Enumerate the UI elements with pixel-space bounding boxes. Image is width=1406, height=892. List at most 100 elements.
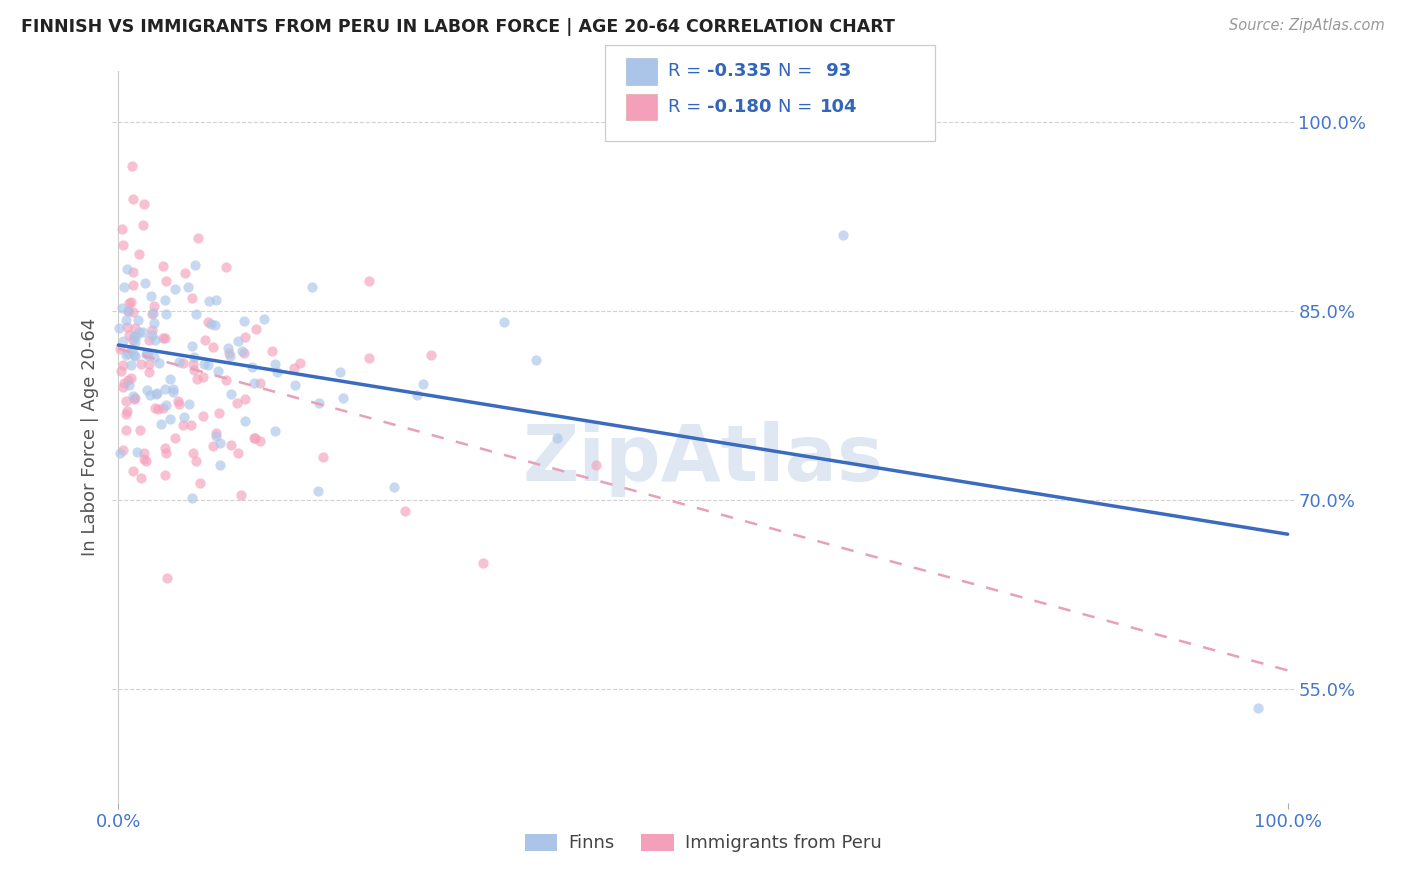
Point — [193, 357, 215, 371]
Point — [138, 357, 160, 371]
Point — [209, 458, 232, 472]
Point — [208, 406, 231, 420]
Point — [121, 159, 143, 173]
Point — [117, 373, 139, 387]
Point — [135, 347, 157, 361]
Point — [172, 418, 194, 433]
Text: N =: N = — [778, 62, 817, 80]
Point — [129, 471, 152, 485]
Point — [122, 329, 145, 343]
Text: 93: 93 — [820, 62, 851, 80]
Point — [526, 352, 548, 367]
Point — [135, 454, 157, 468]
Point — [111, 358, 134, 372]
Point — [124, 349, 146, 363]
Point — [138, 334, 160, 348]
Point — [183, 363, 205, 377]
Point — [143, 333, 166, 347]
Point — [112, 334, 135, 348]
Point — [832, 228, 855, 243]
Point — [165, 431, 187, 445]
Point — [127, 313, 149, 327]
Point — [122, 333, 145, 347]
Point — [122, 348, 145, 362]
Point — [205, 426, 228, 441]
Point — [260, 343, 283, 358]
Point — [253, 311, 276, 326]
Point — [121, 265, 143, 279]
Point — [124, 328, 146, 343]
Point — [138, 365, 160, 379]
Point — [288, 356, 311, 370]
Point — [382, 480, 405, 494]
Point — [136, 345, 159, 359]
Point — [141, 323, 163, 337]
Point — [152, 331, 174, 345]
Text: 104: 104 — [820, 98, 858, 116]
Point — [359, 274, 381, 288]
Point — [118, 295, 141, 310]
Point — [110, 364, 132, 378]
Point — [125, 445, 148, 459]
Point — [163, 282, 186, 296]
Point — [191, 409, 214, 423]
Point — [124, 320, 146, 334]
Point — [233, 392, 256, 406]
Text: ZipAtlas: ZipAtlas — [523, 421, 883, 497]
Point — [114, 280, 136, 294]
Point — [226, 334, 249, 348]
Point — [167, 354, 190, 368]
Point — [156, 572, 179, 586]
Point — [146, 385, 169, 400]
Point — [132, 218, 155, 232]
Point — [114, 376, 136, 391]
Point — [114, 348, 136, 362]
Point — [173, 410, 195, 425]
Point — [191, 369, 214, 384]
Point — [152, 401, 174, 416]
Point — [217, 341, 239, 355]
Text: FINNISH VS IMMIGRANTS FROM PERU IN LABOR FORCE | AGE 20-64 CORRELATION CHART: FINNISH VS IMMIGRANTS FROM PERU IN LABOR… — [21, 18, 896, 36]
Point — [249, 434, 271, 449]
Point — [131, 357, 153, 371]
Point — [202, 439, 225, 453]
Point — [128, 326, 150, 340]
Point — [215, 373, 238, 387]
Point — [266, 365, 288, 379]
Text: R =: R = — [668, 98, 707, 116]
Point — [153, 441, 176, 455]
Point — [167, 397, 190, 411]
Point — [152, 259, 174, 273]
Point — [128, 247, 150, 261]
Point — [218, 346, 240, 360]
Point — [155, 331, 177, 345]
Point — [117, 346, 139, 360]
Point — [143, 350, 166, 364]
Point — [1247, 701, 1270, 715]
Point — [159, 412, 181, 426]
Point — [142, 306, 165, 320]
Point — [132, 326, 155, 340]
Point — [162, 385, 184, 400]
Point — [118, 377, 141, 392]
Point — [141, 307, 163, 321]
Point — [132, 452, 155, 467]
Point — [136, 383, 159, 397]
Point — [312, 450, 335, 464]
Point — [229, 488, 252, 502]
Point — [115, 313, 138, 327]
Point — [546, 431, 568, 445]
Point — [181, 358, 204, 372]
Point — [198, 294, 221, 309]
Point — [122, 304, 145, 318]
Point — [115, 404, 138, 418]
Point — [245, 431, 267, 445]
Point — [141, 328, 163, 343]
Point — [143, 316, 166, 330]
Point — [243, 431, 266, 445]
Point — [205, 293, 228, 308]
Point — [197, 358, 219, 372]
Point — [194, 333, 217, 347]
Point — [204, 429, 226, 443]
Text: -0.180: -0.180 — [707, 98, 772, 116]
